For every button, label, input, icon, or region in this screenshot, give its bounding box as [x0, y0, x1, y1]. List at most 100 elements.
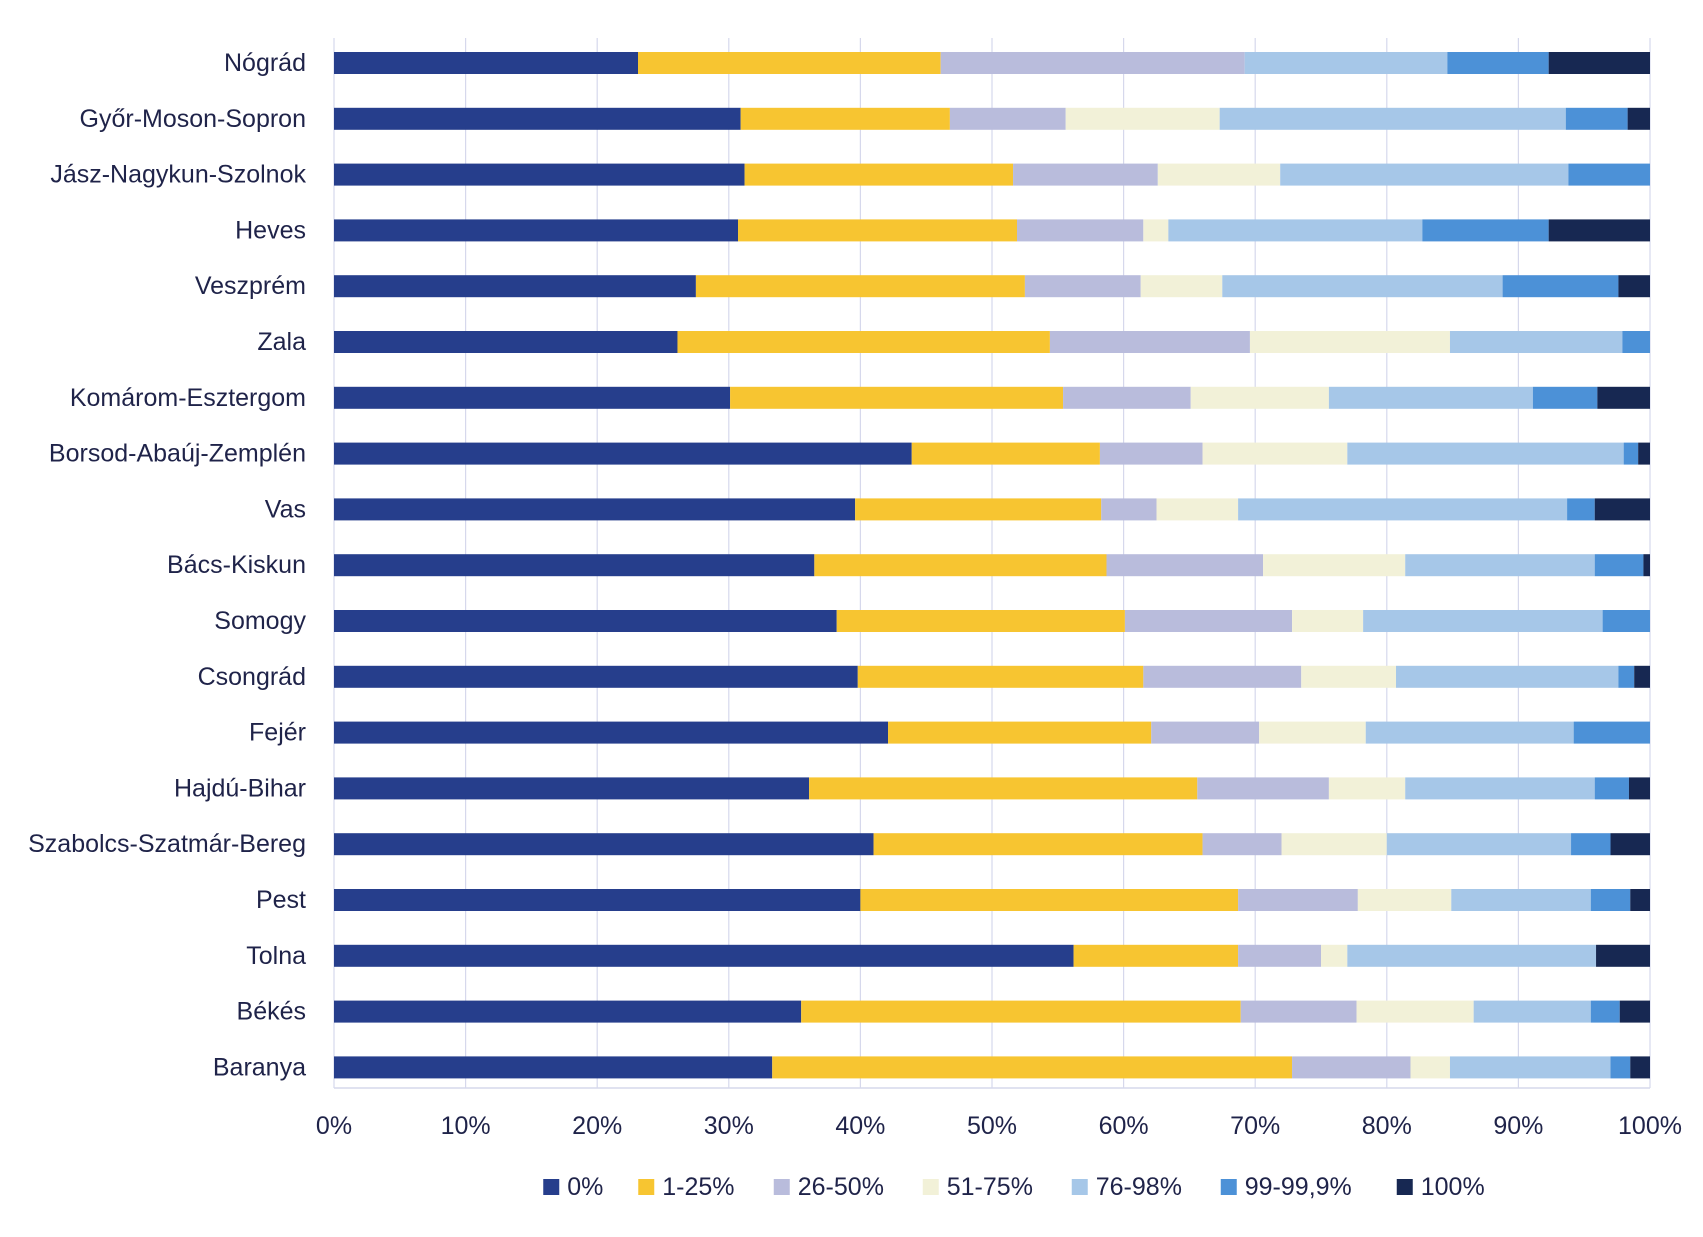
bar-segment [334, 275, 696, 298]
bar-segment [334, 163, 745, 186]
bar-segment [695, 275, 1025, 298]
bar-segment [1532, 386, 1598, 409]
x-tick-label: 40% [835, 1112, 885, 1140]
bar-segment [1602, 610, 1650, 632]
bar-segment [1328, 777, 1406, 800]
category-label: Vas [265, 495, 306, 523]
bar-segment [334, 554, 815, 577]
bar-segment [1106, 554, 1264, 577]
x-tick-label: 70% [1230, 1112, 1280, 1140]
bar-segment [730, 386, 1064, 409]
legend-swatch [1396, 1179, 1413, 1195]
category-labels: Nógrád Győr-Moson-Sopron Jász-Nagykun-Szol… [28, 49, 306, 1081]
bar-segment [857, 665, 1144, 688]
bar-segment [1451, 889, 1591, 911]
bar-segment [1571, 833, 1611, 856]
bar-segment [1292, 610, 1364, 632]
bar-segment [334, 331, 678, 353]
x-tick-label: 20% [572, 1112, 622, 1140]
bar-segment [1244, 52, 1448, 74]
bar-segment [1565, 107, 1628, 130]
bar-segment [1099, 442, 1203, 465]
bar-segment [1292, 1056, 1411, 1079]
bar-segment [1590, 889, 1631, 911]
category-label: Borsod-Abaúj-Zemplén [49, 440, 306, 468]
bar-segment [1405, 777, 1595, 800]
bar-segment [1190, 386, 1329, 409]
bar-segment [1619, 1000, 1650, 1023]
bar-segment [334, 665, 858, 688]
category-label: Pest [256, 886, 306, 914]
bar-segment [334, 777, 810, 800]
bar-segment [1024, 275, 1141, 298]
bar-segment [1618, 275, 1650, 298]
category-label: Heves [235, 216, 306, 244]
bar-segment [334, 442, 912, 465]
category-label: Zala [257, 328, 306, 356]
bar-segment [1197, 777, 1329, 800]
x-tick-label: 0% [316, 1112, 352, 1140]
bars [334, 52, 1650, 1079]
bar-segment [1280, 163, 1569, 186]
bar-segment [1548, 219, 1650, 242]
legend-swatch [1220, 1179, 1237, 1195]
bar-segment [1396, 665, 1619, 688]
legend-label: 99-99,9% [1245, 1173, 1352, 1201]
bar-segment [1202, 833, 1282, 856]
category-label: Szabolcs-Szatmár-Bereg [28, 830, 306, 858]
bar-segment [1202, 442, 1348, 465]
category-label: Fejér [249, 719, 306, 747]
bar-segment [1143, 219, 1169, 242]
category-label: Baranya [213, 1053, 306, 1081]
category-label: Békés [237, 998, 306, 1026]
bar-segment [334, 610, 837, 632]
bar-segment [1281, 833, 1387, 856]
bar-segment [1263, 554, 1406, 577]
bar-segment [940, 52, 1245, 74]
bar-segment [334, 1000, 802, 1023]
category-label: Somogy [214, 607, 306, 635]
bar-segment [1013, 163, 1158, 186]
bar-segment [1410, 1056, 1450, 1079]
bar-segment [1365, 721, 1574, 744]
category-label: Tolna [246, 942, 306, 970]
bar-segment [1618, 665, 1635, 688]
bar-segment [1627, 107, 1650, 130]
bar-segment [1594, 554, 1644, 577]
bar-segment [1238, 944, 1321, 967]
bar-segment [1140, 275, 1223, 298]
bar-segment [1447, 52, 1549, 74]
bar-segment [1594, 498, 1650, 521]
bar-segment [1240, 1000, 1357, 1023]
bar-segment [1301, 665, 1397, 688]
category-label: Nógrád [224, 49, 306, 77]
bar-segment [1610, 833, 1650, 856]
category-label: Győr-Moson-Sopron [80, 105, 306, 133]
bar-segment [772, 1056, 1293, 1079]
bar-segment [1143, 665, 1302, 688]
bar-segment [1630, 889, 1650, 911]
bar-segment [1168, 219, 1423, 242]
legend-label: 26-50% [798, 1173, 884, 1201]
bar-segment [334, 498, 856, 521]
bar-segment [334, 944, 1074, 967]
legend-swatch [543, 1179, 560, 1195]
bar-segment [801, 1000, 1241, 1023]
legend-label: 0% [567, 1173, 603, 1201]
bar-segment [1502, 275, 1619, 298]
category-label: Veszprém [195, 272, 306, 300]
category-label: Hajdú-Bihar [174, 774, 306, 802]
category-label: Bács-Kiskun [167, 551, 306, 579]
x-tick-label: 30% [704, 1112, 754, 1140]
bar-segment [637, 52, 941, 74]
bar-segment [1101, 498, 1157, 521]
bar-segment [949, 107, 1066, 130]
legend-label: 76-98% [1096, 1173, 1182, 1201]
bar-segment [1567, 498, 1595, 521]
bar-segment [860, 889, 1239, 911]
bar-segment [1347, 944, 1597, 967]
bar-segment [1594, 777, 1629, 800]
bar-segment [1219, 107, 1566, 130]
bar-segment [1573, 721, 1650, 744]
bar-segment [1643, 554, 1650, 577]
